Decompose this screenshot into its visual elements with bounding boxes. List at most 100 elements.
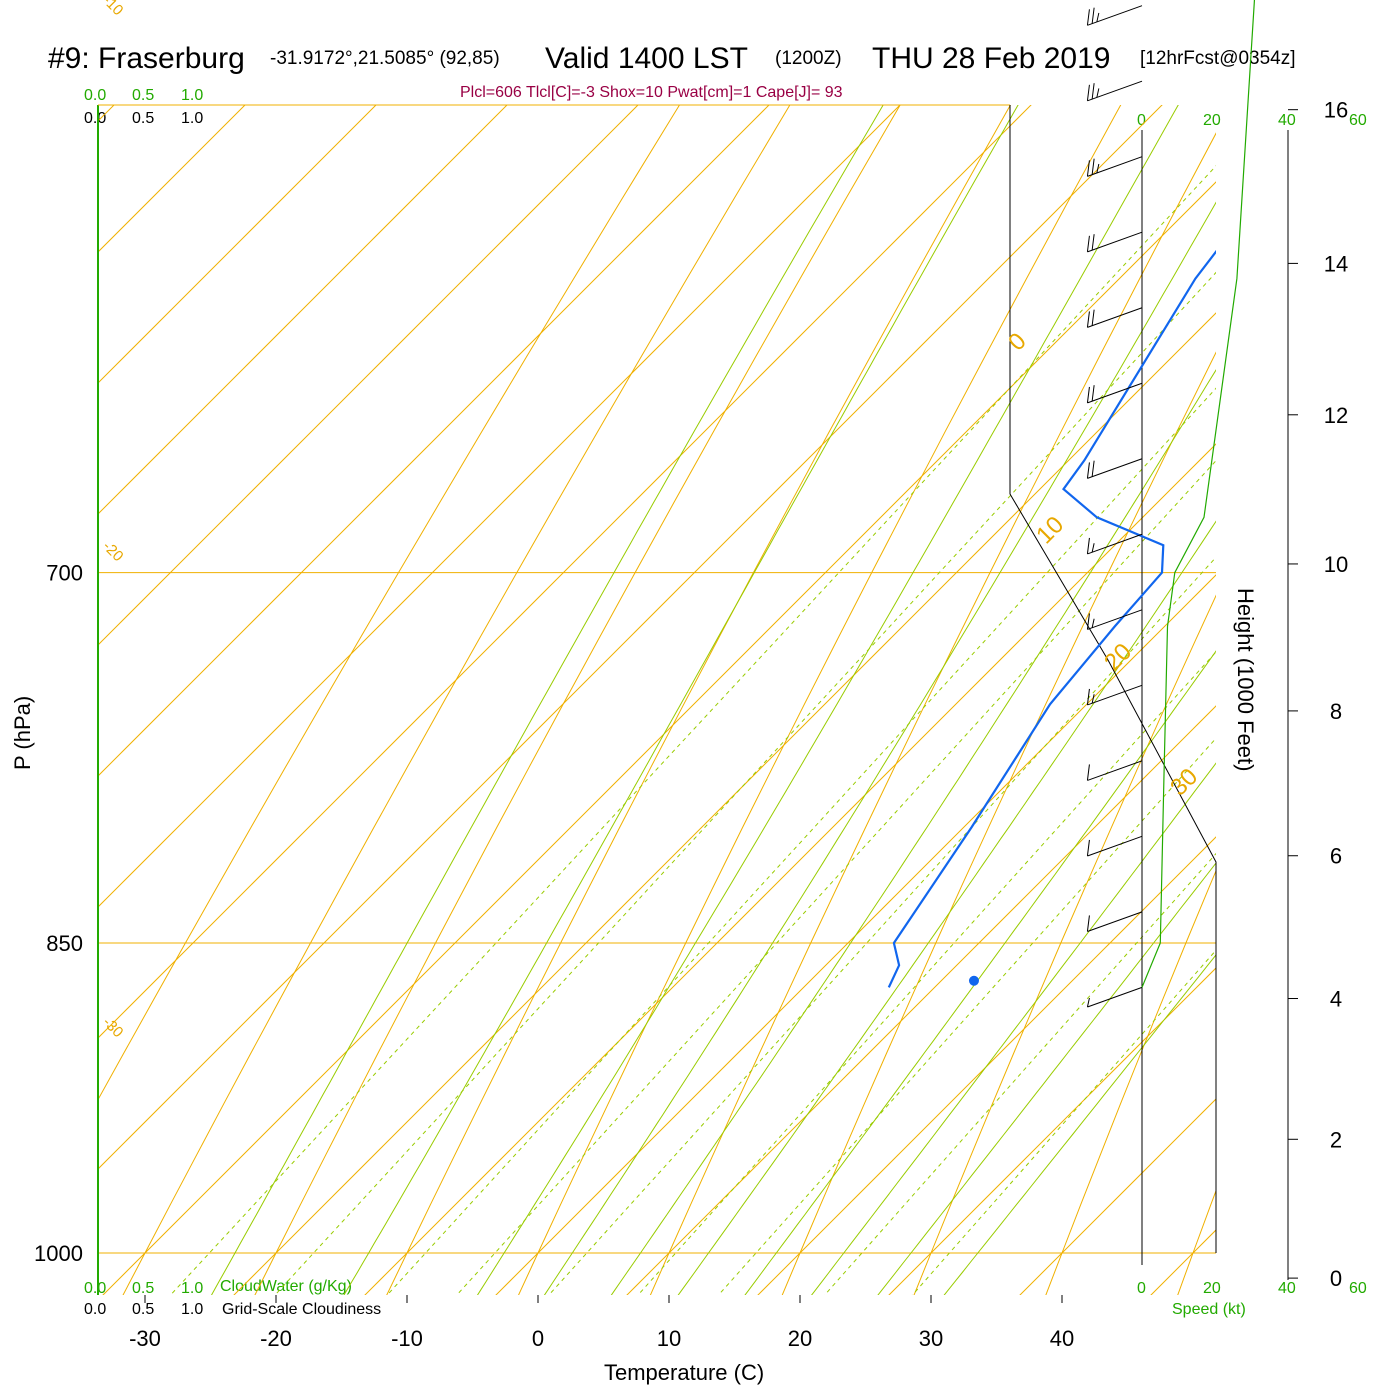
wind-barb-flag [1086, 915, 1090, 932]
wind-barb-flag [1086, 84, 1090, 101]
wind-barb-staff [1087, 156, 1143, 177]
speed-tick-1-bottom: 20 [1203, 1280, 1221, 1297]
dry-adiabat-line [1292, 0, 1400, 1346]
wind-barb-flag [1091, 83, 1095, 100]
wind-barb-flag [1091, 694, 1095, 704]
height-tick: 16 [1324, 98, 1348, 123]
wind-barb-flag [1091, 543, 1095, 553]
dry-adiabat-line [386, 105, 1011, 1295]
isotherm-label: -20 [99, 538, 126, 565]
mixing-ratio-line [717, 737, 1216, 1295]
wind-barb [1086, 156, 1143, 177]
cloudwater-tick-0-top: 0.0 [84, 87, 106, 104]
y-axis-label: P (hPa) [10, 696, 35, 770]
wind-barb-flag [1086, 386, 1090, 403]
cloudiness-tick-0-bottom: 0.0 [84, 1301, 106, 1318]
mixing-ratio-line [824, 852, 1216, 1295]
isotherm-label: -10 [99, 0, 126, 19]
wind-barb-staff [1087, 458, 1143, 479]
wind-barb-staff [1087, 382, 1143, 404]
stability-params: Plcl=606 Tlcl[C]=-3 Shox=10 Pwat[cm]=1 C… [460, 84, 843, 101]
temperature-tick: -30 [129, 1326, 161, 1351]
wind-barb-flag [1086, 160, 1090, 177]
wind-barb-flag [1086, 235, 1090, 252]
speed-tick-3-bottom: 60 [1349, 1280, 1367, 1297]
wind-barb [1086, 458, 1143, 479]
forecast-label: [12hrFcst@0354z] [1140, 48, 1296, 69]
dry-adiabat-line [254, 105, 901, 1295]
isotherm-line [364, 443, 1216, 1295]
dry-adiabat-line [1045, 869, 1216, 1295]
right-boundary-line [1009, 105, 1217, 1253]
surface-dewpoint-marker [968, 975, 979, 986]
isotherm-line [98, 105, 1032, 1039]
mixing-ratio-line [548, 556, 1216, 1295]
height-tick: 6 [1330, 844, 1342, 869]
wind-barb [1086, 684, 1143, 706]
wind-barb-staff [1087, 911, 1143, 932]
height-tick: 2 [1330, 1127, 1342, 1152]
isotherm-line [98, 105, 901, 908]
height-tick: 8 [1330, 699, 1342, 724]
cloudiness-label: Grid-Scale Cloudiness [222, 1301, 381, 1318]
utc-time: (1200Z) [775, 48, 842, 69]
moist-adiabat-line [744, 650, 1216, 1295]
isotherm-line [757, 836, 1216, 1295]
speed-tick-0-bottom: 0 [1137, 1280, 1146, 1297]
dry-adiabat-label: 10 [1031, 511, 1069, 549]
cloudwater-tick-0-bottom: 0.0 [84, 1280, 106, 1297]
speed-tick-3-top: 60 [1349, 112, 1367, 129]
wind-speed-profile [1141, 0, 1256, 988]
dry-adiabat-label: 0 [1003, 328, 1032, 357]
frame-layer [97, 104, 1289, 1295]
wind-barb-staff [1087, 684, 1143, 706]
cloudwater-tick-1-top: 0.5 [132, 87, 154, 104]
dry-adiabat-line [649, 132, 1216, 1295]
wind-barb [1086, 231, 1143, 253]
wind-barb-flag [1091, 234, 1095, 251]
wind-barb [1086, 911, 1143, 932]
pressure-tick: 1000 [34, 1241, 83, 1266]
trace-layer [887, 249, 1263, 988]
isotherm-line [495, 574, 1216, 1295]
height-tick: 12 [1324, 403, 1348, 428]
dry-adiabat-line [98, 105, 681, 1101]
wind-barb [1086, 382, 1143, 404]
cloudiness-tick-1-top: 0.5 [132, 110, 154, 127]
isotherm-line [626, 705, 1216, 1295]
moist-adiabat-line [543, 201, 1216, 1295]
speed-tick-2-top: 40 [1278, 112, 1296, 129]
isotherm-label: -30 [99, 1014, 126, 1041]
wind-barb-staff [1087, 231, 1143, 253]
wind-barb-flag [1096, 88, 1100, 98]
wind-barb-flag [1086, 764, 1090, 781]
wind-speed-layer [1141, 0, 1256, 988]
wind-barb [1086, 80, 1143, 102]
wind-barb-flag [1086, 839, 1090, 857]
dry-adiabat-line [518, 105, 1122, 1295]
mixing-ratio-label: 12 [688, 1307, 712, 1331]
moist-adiabat-line [811, 762, 1216, 1295]
isotherm-line [98, 105, 1163, 1170]
speed-axis-label: Speed (kt) [1172, 1301, 1246, 1318]
wind-barb-flag [1086, 462, 1090, 479]
dewpoint-trace [887, 249, 1216, 988]
wind-barb [1086, 307, 1143, 328]
wind-barb-flag [1086, 688, 1090, 706]
cloudwater-label: CloudWater (g/Kg) [220, 1278, 352, 1295]
speed-tick-2-bottom: 40 [1278, 1280, 1296, 1297]
pressure-tick: 700 [46, 561, 83, 586]
dry-adiabat-label: 20 [1099, 638, 1137, 676]
wind-barb-staff [1087, 835, 1143, 857]
wind-barb [1086, 835, 1143, 857]
wind-barb-flag [1091, 7, 1095, 24]
wind-barb [1086, 609, 1143, 630]
surface-temperature-marker [1253, 976, 1263, 986]
wind-barb-staff [1087, 760, 1143, 781]
wind-barb-flag [1086, 9, 1090, 26]
wind-barb-staff [1087, 533, 1143, 555]
wind-barb [1086, 533, 1143, 555]
height-axis-label: Height (1000 Feet) [1233, 588, 1258, 771]
temperature-tick: -20 [260, 1326, 292, 1351]
